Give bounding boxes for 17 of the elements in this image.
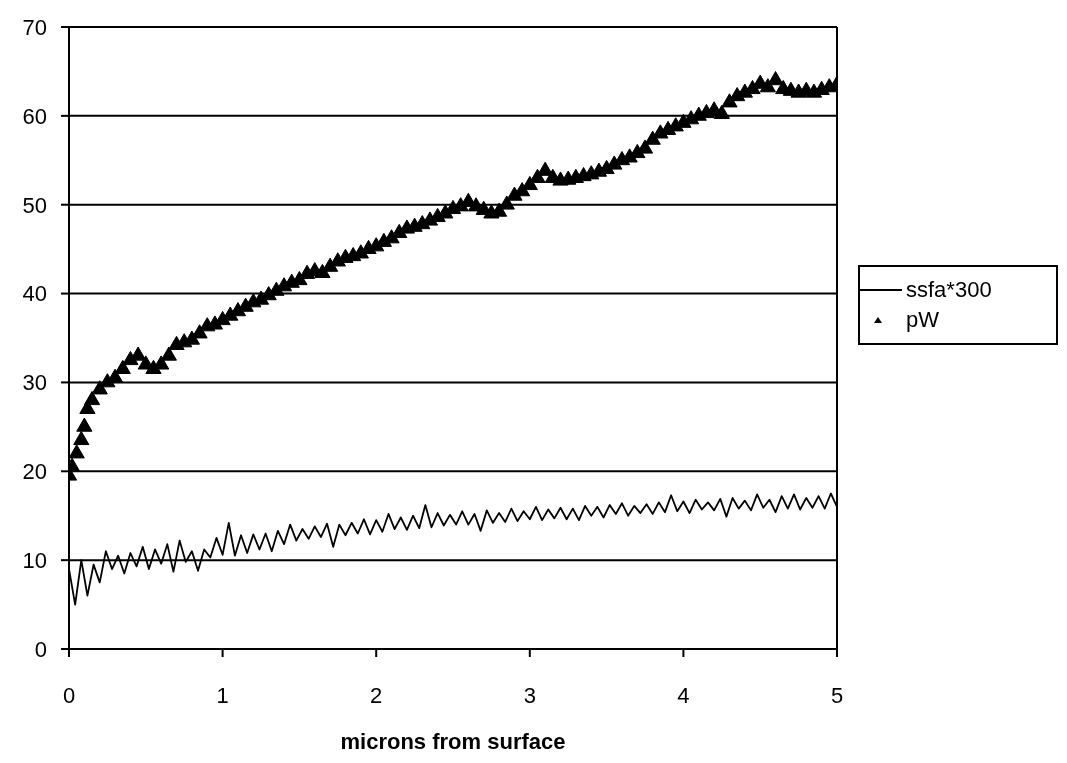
y-tick-label: 70 — [22, 14, 47, 40]
y-tick-label: 50 — [22, 192, 47, 218]
x-tick-label: 3 — [523, 682, 536, 708]
y-tick-label: 0 — [34, 636, 47, 662]
x-tick-label: 0 — [62, 682, 76, 708]
x-tick-label: 2 — [370, 682, 383, 708]
y-tick-label: 40 — [22, 281, 47, 307]
legend-label: pW — [906, 307, 939, 333]
y-tick-label: 30 — [22, 370, 47, 396]
legend-label: ssfa*300 — [906, 277, 992, 303]
x-axis-title: microns from surface — [340, 729, 566, 754]
x-tick-label: 4 — [677, 682, 690, 708]
y-tick-label: 60 — [22, 103, 47, 129]
x-tick-label: 5 — [830, 682, 844, 708]
y-tick-label: 10 — [22, 547, 47, 573]
y-tick-label: 20 — [22, 459, 47, 485]
x-tick-label: 1 — [216, 682, 229, 708]
